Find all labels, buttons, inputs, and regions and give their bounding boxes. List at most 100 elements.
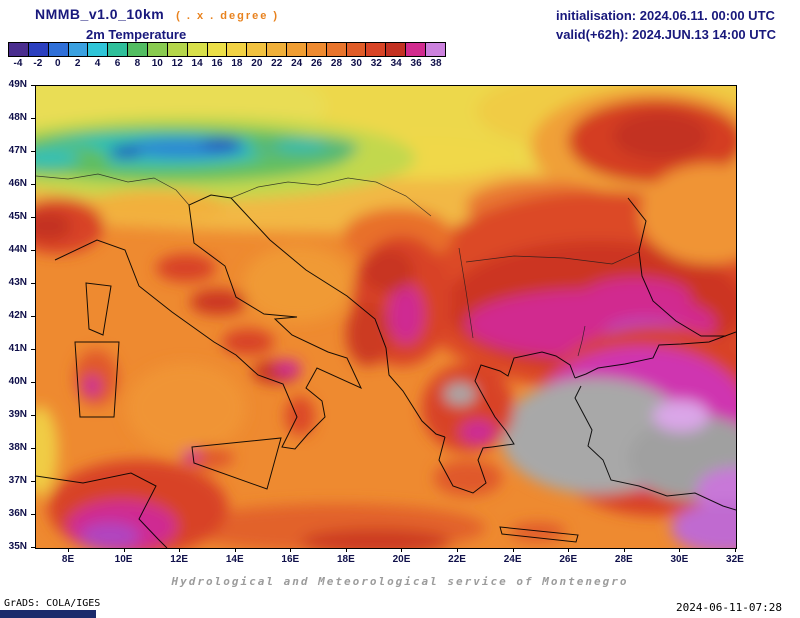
colorbar-tick-label: 4 <box>94 58 101 69</box>
lat-label: 38N <box>8 442 27 453</box>
colorbar-tick-label: 28 <box>330 58 343 69</box>
colorbar-cell <box>227 43 248 56</box>
grads-credit: GrADS: COLA/IGES <box>4 598 101 609</box>
lat-tick <box>31 481 35 482</box>
run-info: initialisation: 2024.06.11. 00:00 UTC va… <box>556 6 776 44</box>
colorbar-tick-label: 14 <box>191 58 203 69</box>
lat-tick <box>31 415 35 416</box>
colorbar: -4 -2 0 2 4 6 8 10 12 14 16 18 20 22 24 26 28 30 32 34 36 38 <box>8 42 446 69</box>
colorbar-tick-label: 18 <box>231 58 243 69</box>
lat-label: 41N <box>8 343 27 354</box>
colorbar-tick-label: -4 <box>13 58 23 69</box>
lat-tick <box>31 316 35 317</box>
initialisation-time: initialisation: 2024.06.11. 00:00 UTC <box>555 8 775 23</box>
lon-label: 12E <box>170 554 189 565</box>
colorbar-cell <box>386 43 407 56</box>
lat-tick <box>31 85 35 86</box>
coastlines <box>36 194 736 548</box>
lon-label: 16E <box>281 554 300 565</box>
lat-tick <box>31 283 35 284</box>
lon-label: 8E <box>61 554 75 565</box>
colorbar-tick-label: 36 <box>410 58 422 69</box>
colorbar-tick-label: 2 <box>74 58 81 69</box>
lon-tick <box>623 548 625 552</box>
lat-tick <box>31 547 35 548</box>
colorbar-tick-label: 34 <box>390 58 402 69</box>
colorbar-tick-labels: -4 -2 0 2 4 6 8 10 12 14 16 18 20 22 24 26 28 30 32 34 36 38 <box>8 58 446 69</box>
colorbar-tick-label: 0 <box>54 58 61 69</box>
lon-label: 10E <box>114 554 133 565</box>
colorbar-cell <box>48 43 69 56</box>
variable-title: 2m Temperature <box>86 27 187 42</box>
lon-label: 28E <box>614 554 633 565</box>
lon-tick <box>345 548 347 552</box>
lon-tick <box>679 548 681 552</box>
colorbar-cell <box>128 43 149 56</box>
creation-timestamp: 2024-06-11-07:28 <box>676 601 782 614</box>
lat-tick <box>31 184 35 185</box>
colorbar-tick-label: 6 <box>114 58 121 69</box>
temperature-map <box>35 85 737 549</box>
service-credit: Hydrological and Meteorological service … <box>171 575 629 588</box>
lon-label: 14E <box>225 554 244 565</box>
colorbar-cell <box>267 43 288 56</box>
colorbar-tick-label: 32 <box>370 58 382 69</box>
lon-tick <box>734 548 736 552</box>
lat-label: 37N <box>8 475 27 486</box>
lon-label: 22E <box>448 554 466 565</box>
lon-tick <box>401 548 403 552</box>
colorbar-cell <box>247 43 268 56</box>
lat-label: 47N <box>8 145 27 156</box>
lat-label: 48N <box>8 112 27 123</box>
lat-label: 40N <box>8 376 27 387</box>
lon-label: 32E <box>726 554 744 565</box>
lat-label: 43N <box>8 277 27 288</box>
lon-label: 24E <box>503 554 522 565</box>
lat-label: 49N <box>8 79 27 90</box>
lat-tick <box>31 118 35 119</box>
colorbar-cell <box>9 43 29 56</box>
lon-label: 30E <box>670 554 689 565</box>
colorbar-cell <box>148 43 168 56</box>
colorbar-tick-label: 10 <box>151 58 163 69</box>
colorbar-tick-label: 26 <box>310 58 323 69</box>
lon-tick <box>68 548 69 552</box>
lat-label: 44N <box>8 244 27 255</box>
colorbar-cell <box>306 43 327 56</box>
colorbar-tick-label: 20 <box>251 58 263 69</box>
lon-label: 26E <box>559 554 578 565</box>
colorbar-tick-label: -2 <box>33 58 43 69</box>
model-title: NMMB_v1.0_10km ( . x . degree ) <box>35 6 279 22</box>
colorbar-tick-label: 22 <box>271 58 283 69</box>
corner-strip <box>0 610 96 618</box>
colorbar-cell <box>108 43 129 56</box>
lon-tick <box>290 548 292 552</box>
colorbar-cell <box>207 43 228 56</box>
temperature-field-svg <box>36 86 736 548</box>
lat-label: 36N <box>8 508 27 519</box>
lat-axis: 49N 48N 47N 46N 45N 44N 43N 42N 41N 40N 39N 38N 37N 3… <box>0 79 35 552</box>
lon-tick <box>457 548 459 552</box>
lon-label: 20E <box>392 554 411 565</box>
lat-label: 46N <box>8 178 27 189</box>
colorbar-cell <box>426 43 445 56</box>
lat-tick <box>31 514 35 515</box>
colorbar-cell <box>406 43 427 56</box>
lon-axis: 8E 10E 12E 14E 16E 18E 20E 22E 24E 26E 28E 30E 32E <box>35 548 744 568</box>
colorbar-cell <box>28 43 49 56</box>
colorbar-cell <box>366 43 387 56</box>
temperature-field-blobs <box>36 86 736 548</box>
colorbar-tick-label: 30 <box>350 58 362 69</box>
lon-tick <box>123 548 125 552</box>
lat-tick <box>31 448 35 449</box>
colorbar-cells <box>8 42 446 57</box>
lon-label: 18E <box>336 554 355 565</box>
country-borders <box>36 173 640 357</box>
model-name: NMMB_v1.0_10km <box>35 6 165 22</box>
colorbar-cell <box>346 43 367 56</box>
colorbar-cell <box>326 43 347 56</box>
lon-tick <box>234 548 236 552</box>
lat-tick <box>31 382 35 383</box>
colorbar-tick-label: 38 <box>430 58 442 69</box>
